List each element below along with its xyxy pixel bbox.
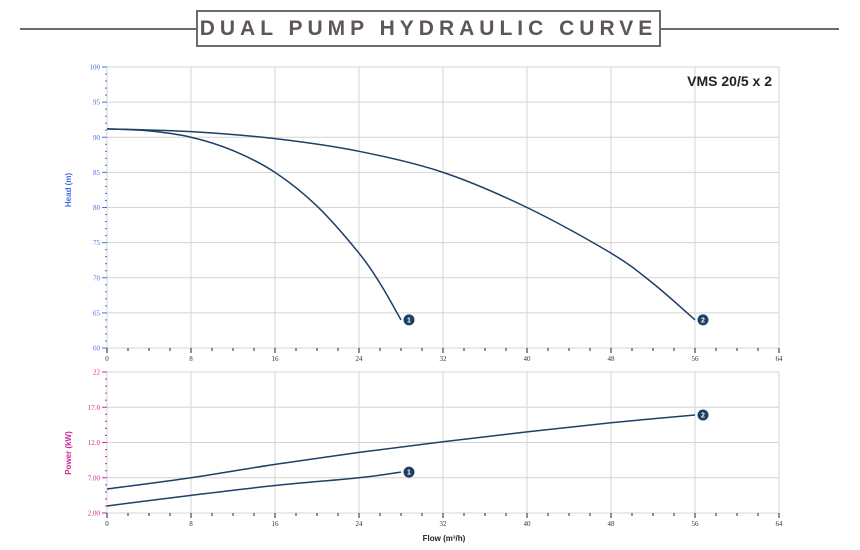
curve-head-1 bbox=[106, 128, 402, 321]
title-rule-left bbox=[20, 28, 196, 30]
y-tick-label: 85 bbox=[93, 169, 101, 177]
y-tick-label: 17.0 bbox=[88, 404, 101, 412]
y-tick-label: 2.00 bbox=[88, 510, 101, 518]
x-tick-label: 56 bbox=[692, 520, 700, 528]
x-tick-label: 64 bbox=[776, 355, 784, 363]
y-tick-label: 75 bbox=[93, 239, 101, 247]
x-tick-label: 48 bbox=[608, 355, 616, 363]
curve-head-2 bbox=[106, 128, 696, 321]
head-axis-title: Head (m) bbox=[64, 173, 73, 208]
power-axis-title: Power (kW) bbox=[64, 431, 73, 475]
curve-power-2 bbox=[106, 414, 696, 490]
x-tick-label: 56 bbox=[692, 355, 700, 363]
x-tick-label: 8 bbox=[189, 355, 193, 363]
x-tick-label: 16 bbox=[272, 355, 280, 363]
title-rule-right bbox=[661, 28, 839, 30]
curve-marker-2 bbox=[697, 409, 709, 421]
curve-marker-label: 2 bbox=[701, 317, 705, 324]
y-tick-label: 22 bbox=[93, 369, 101, 377]
chart-title: DUAL PUMP HYDRAULIC CURVE bbox=[199, 16, 658, 40]
curve-power-1 bbox=[106, 471, 402, 507]
y-tick-label: 65 bbox=[93, 309, 101, 317]
x-tick-label: 8 bbox=[189, 520, 193, 528]
flow-axis-title: Flow (m³/h) bbox=[423, 534, 466, 543]
x-tick-label: 64 bbox=[776, 520, 784, 528]
y-tick-label: 90 bbox=[93, 134, 101, 142]
y-tick-label: 7.00 bbox=[88, 474, 101, 482]
curve-marker-label: 1 bbox=[407, 470, 411, 477]
y-tick-label: 60 bbox=[93, 345, 101, 353]
x-tick-label: 0 bbox=[105, 520, 109, 528]
x-tick-label: 0 bbox=[105, 355, 109, 363]
curve-marker-2 bbox=[697, 314, 709, 326]
x-tick-label: 24 bbox=[356, 520, 364, 528]
model-label: VMS 20/5 x 2 bbox=[687, 73, 772, 89]
x-tick-label: 16 bbox=[272, 520, 280, 528]
x-tick-label: 40 bbox=[524, 520, 532, 528]
y-tick-label: 70 bbox=[93, 274, 101, 282]
y-tick-label: 100 bbox=[90, 64, 101, 72]
head-chart: 60 65 70 75 80 85 90 95 100 0 8 16 24 32 40 48 56 64 1 2 bbox=[90, 64, 784, 364]
x-tick-label: 24 bbox=[356, 355, 364, 363]
power-chart: 2.00 7.00 12.0 17.0 22 0 8 16 24 32 40 48 56 64 1 2 bbox=[88, 369, 783, 529]
curve-marker-1 bbox=[403, 466, 415, 478]
x-tick-label: 48 bbox=[608, 520, 616, 528]
curve-marker-1 bbox=[403, 314, 415, 326]
y-tick-label: 95 bbox=[93, 99, 101, 107]
y-tick-label: 12.0 bbox=[88, 439, 101, 447]
x-tick-label: 32 bbox=[440, 355, 448, 363]
y-tick-label: 80 bbox=[93, 204, 101, 212]
x-tick-label: 40 bbox=[524, 355, 532, 363]
curve-marker-label: 1 bbox=[407, 317, 411, 324]
title-box: DUAL PUMP HYDRAULIC CURVE bbox=[196, 10, 661, 47]
curve-marker-label: 2 bbox=[701, 413, 705, 420]
x-tick-label: 32 bbox=[440, 520, 448, 528]
